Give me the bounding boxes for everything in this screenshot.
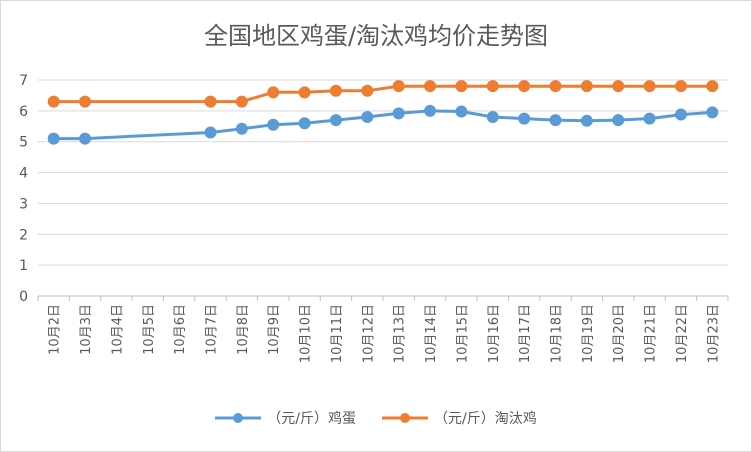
data-point-series-1 xyxy=(455,80,468,93)
y-tick-label: 1 xyxy=(19,258,28,274)
data-point-series-0 xyxy=(392,107,405,120)
y-tick-label: 7 xyxy=(19,73,28,89)
legend-label-egg: （元/斤）鸡蛋 xyxy=(267,411,356,427)
x-tick-label: 10月22日 xyxy=(675,304,690,363)
legend-item-egg: （元/斤）鸡蛋 xyxy=(215,408,356,428)
x-tick-label: 10月16日 xyxy=(487,304,502,363)
data-point-series-0 xyxy=(329,114,342,127)
data-point-series-0 xyxy=(643,112,656,125)
data-point-series-1 xyxy=(486,80,499,93)
y-tick-label: 4 xyxy=(19,166,28,182)
data-point-series-1 xyxy=(235,95,248,108)
y-tick-label: 2 xyxy=(19,227,28,243)
x-tick-label: 10月2日 xyxy=(48,304,63,355)
legend-item-hen: （元/斤）淘汰鸡 xyxy=(382,408,537,428)
legend: （元/斤）鸡蛋 （元/斤）淘汰鸡 xyxy=(0,408,752,428)
gridlines xyxy=(38,79,728,266)
legend-swatch-egg xyxy=(215,413,262,423)
data-point-series-1 xyxy=(674,80,687,93)
x-tick-label: 10月7日 xyxy=(205,304,220,355)
x-tick-label: 10月12日 xyxy=(361,304,376,363)
x-tick-label: 10月10日 xyxy=(299,304,314,363)
data-point-series-0 xyxy=(235,122,248,135)
x-tick-label: 10月17日 xyxy=(518,304,533,363)
data-point-series-0 xyxy=(455,105,468,118)
x-tick-label: 10月11日 xyxy=(330,304,345,363)
data-point-series-1 xyxy=(424,80,437,93)
legend-marker-egg xyxy=(233,413,244,423)
x-tick-label: 10月21日 xyxy=(644,304,659,363)
data-point-series-1 xyxy=(47,95,60,108)
data-point-series-0 xyxy=(486,111,499,124)
x-tick-label: 10月23日 xyxy=(706,304,721,363)
x-tick-label: 10月8日 xyxy=(236,304,251,355)
x-tick-label: 10月14日 xyxy=(424,304,439,363)
data-point-series-0 xyxy=(612,114,625,127)
series-line-0 xyxy=(52,109,714,141)
data-point-series-0 xyxy=(79,132,92,145)
y-axis-ticks: 0 1 2 3 4 5 6 7 xyxy=(19,73,28,305)
data-point-series-0 xyxy=(204,126,217,139)
data-point-series-1 xyxy=(267,86,280,99)
data-point-series-1 xyxy=(392,80,405,93)
data-point-series-1 xyxy=(518,80,531,93)
data-point-series-1 xyxy=(549,80,562,93)
data-point-series-1 xyxy=(643,80,656,93)
data-point-series-0 xyxy=(674,108,687,121)
data-point-series-0 xyxy=(518,112,531,125)
data-point-series-0 xyxy=(267,118,280,131)
x-tick-label: 10月4日 xyxy=(110,304,125,355)
data-point-series-0 xyxy=(549,114,562,127)
data-point-series-1 xyxy=(298,86,311,99)
legend-marker-hen xyxy=(400,413,410,423)
x-tick-label: 10月19日 xyxy=(581,304,596,363)
data-point-series-1 xyxy=(361,84,374,97)
y-tick-label: 3 xyxy=(19,196,28,212)
data-point-series-1 xyxy=(329,84,342,97)
legend-swatch-hen xyxy=(382,413,428,423)
y-tick-label: 5 xyxy=(19,135,28,151)
legend-label-hen: （元/斤）淘汰鸡 xyxy=(434,411,537,427)
data-point-series-1 xyxy=(580,80,593,93)
x-tick-label: 10月13日 xyxy=(393,304,408,363)
data-point-series-0 xyxy=(706,106,719,119)
x-tick-label: 10月15日 xyxy=(455,304,470,363)
x-axis xyxy=(37,295,729,301)
data-point-series-0 xyxy=(298,117,311,130)
x-tick-label: 10月6日 xyxy=(173,304,188,355)
series-lines xyxy=(52,84,714,141)
data-point-series-1 xyxy=(79,95,92,108)
data-point-series-1 xyxy=(706,80,719,93)
x-tick-label: 10月9日 xyxy=(267,304,282,355)
x-tick-label: 10月3日 xyxy=(79,304,94,355)
x-tick-label: 10月18日 xyxy=(550,304,565,363)
data-point-series-0 xyxy=(47,132,60,145)
x-tick-label: 10月20日 xyxy=(612,304,627,363)
data-point-series-1 xyxy=(612,80,625,93)
data-point-series-0 xyxy=(424,104,437,117)
series-points xyxy=(47,80,719,145)
y-tick-label: 6 xyxy=(19,104,28,120)
chart-title: 全国地区鸡蛋/淘汰鸡均价走势图 xyxy=(203,22,549,50)
data-point-series-0 xyxy=(361,111,374,124)
x-axis-ticks: 10月2日 10月3日 10月4日 10月5日 10月6日 10月7日 10月8日 10月9日… xyxy=(48,304,722,363)
data-point-series-1 xyxy=(204,95,217,108)
y-tick-label: 0 xyxy=(19,289,28,305)
x-tick-label: 10月5日 xyxy=(142,304,157,355)
data-point-series-0 xyxy=(580,114,593,127)
